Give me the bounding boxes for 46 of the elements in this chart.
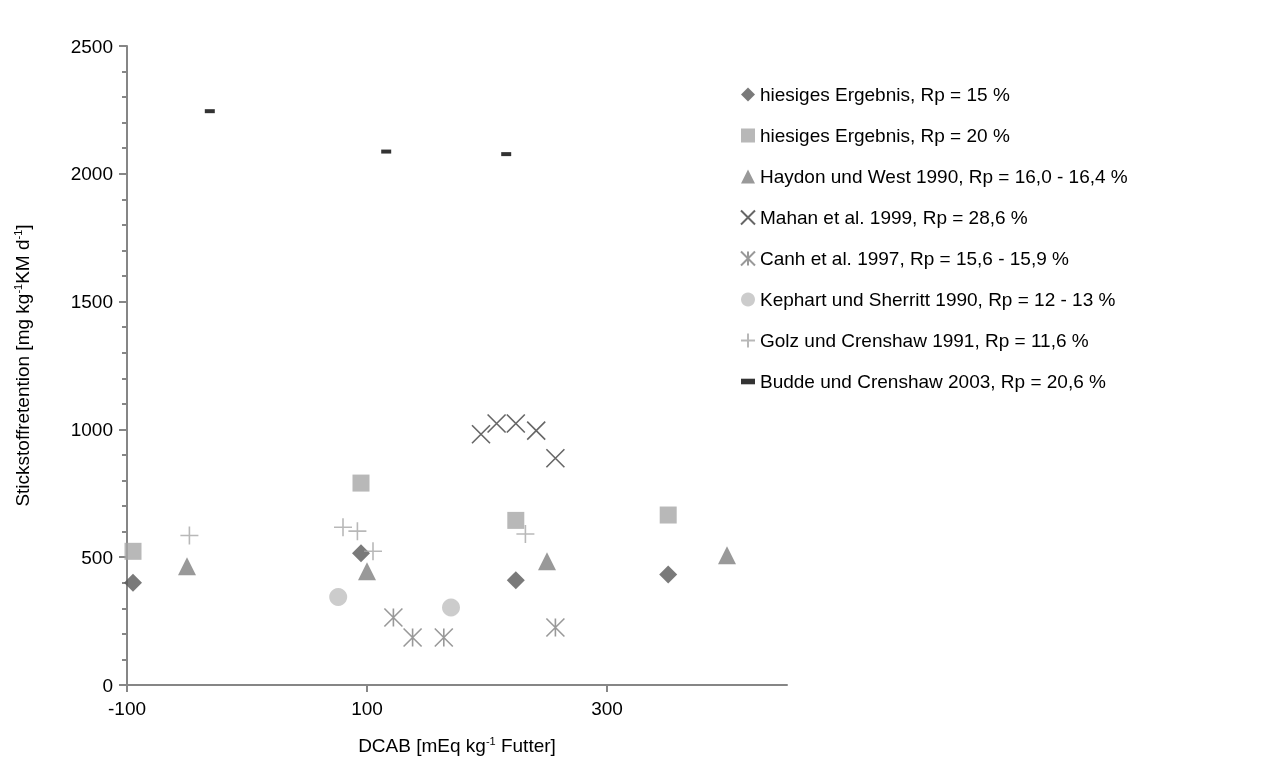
point — [526, 420, 546, 441]
y-tick-label: 500 — [81, 546, 113, 568]
point — [333, 517, 353, 538]
legend-label: Kephart und Sherritt 1990, Rp = 12 - 13 % — [760, 289, 1116, 310]
point — [402, 627, 423, 648]
point — [363, 541, 383, 562]
x-tick-label: 300 — [591, 698, 623, 719]
y-tick-label: 2000 — [70, 163, 113, 185]
point — [179, 525, 200, 546]
x-tick-label: 100 — [351, 698, 383, 719]
y-tick-label: 0 — [102, 674, 113, 696]
point — [347, 521, 368, 541]
point — [442, 598, 460, 617]
y-tick-label: 1000 — [70, 418, 113, 440]
point — [538, 552, 556, 571]
legend-label: hiesiges Ergebnis, Rp = 20 % — [760, 125, 1010, 146]
point — [329, 588, 348, 607]
point — [352, 544, 370, 563]
point — [506, 571, 525, 590]
legend-label: Budde und Crenshaw 2003, Rp = 20,6 % — [760, 371, 1107, 392]
point — [506, 413, 526, 434]
point — [434, 627, 454, 648]
point — [352, 474, 370, 492]
legend-label: Canh et al. 1997, Rp = 15,6 - 15,9 % — [760, 248, 1070, 269]
point — [124, 542, 142, 560]
point — [471, 424, 491, 445]
point — [718, 546, 736, 565]
legend-label: Golz und Crenshaw 1991, Rp = 11,6 % — [760, 330, 1089, 351]
y-tick-label: 2500 — [70, 35, 113, 57]
point — [358, 562, 376, 581]
legend-label: hiesiges Ergebnis, Rp = 15 % — [760, 84, 1010, 105]
point — [383, 607, 404, 628]
point — [486, 413, 507, 434]
point — [545, 617, 566, 638]
point — [515, 524, 536, 544]
legend-label: Mahan et al. 1999, Rp = 28,6 % — [760, 207, 1028, 228]
y-axis-title: Stickstoffretention [mg kg-1KM d-1] — [11, 224, 33, 507]
point — [507, 511, 525, 529]
point — [178, 557, 196, 576]
point — [124, 573, 142, 592]
point — [659, 565, 678, 584]
point — [545, 448, 566, 469]
point — [659, 506, 677, 524]
legend-label: Haydon und West 1990, Rp = 16,0 - 16,4 % — [760, 166, 1128, 187]
y-tick-label: 1500 — [70, 291, 113, 313]
x-tick-label: -100 — [107, 698, 147, 719]
